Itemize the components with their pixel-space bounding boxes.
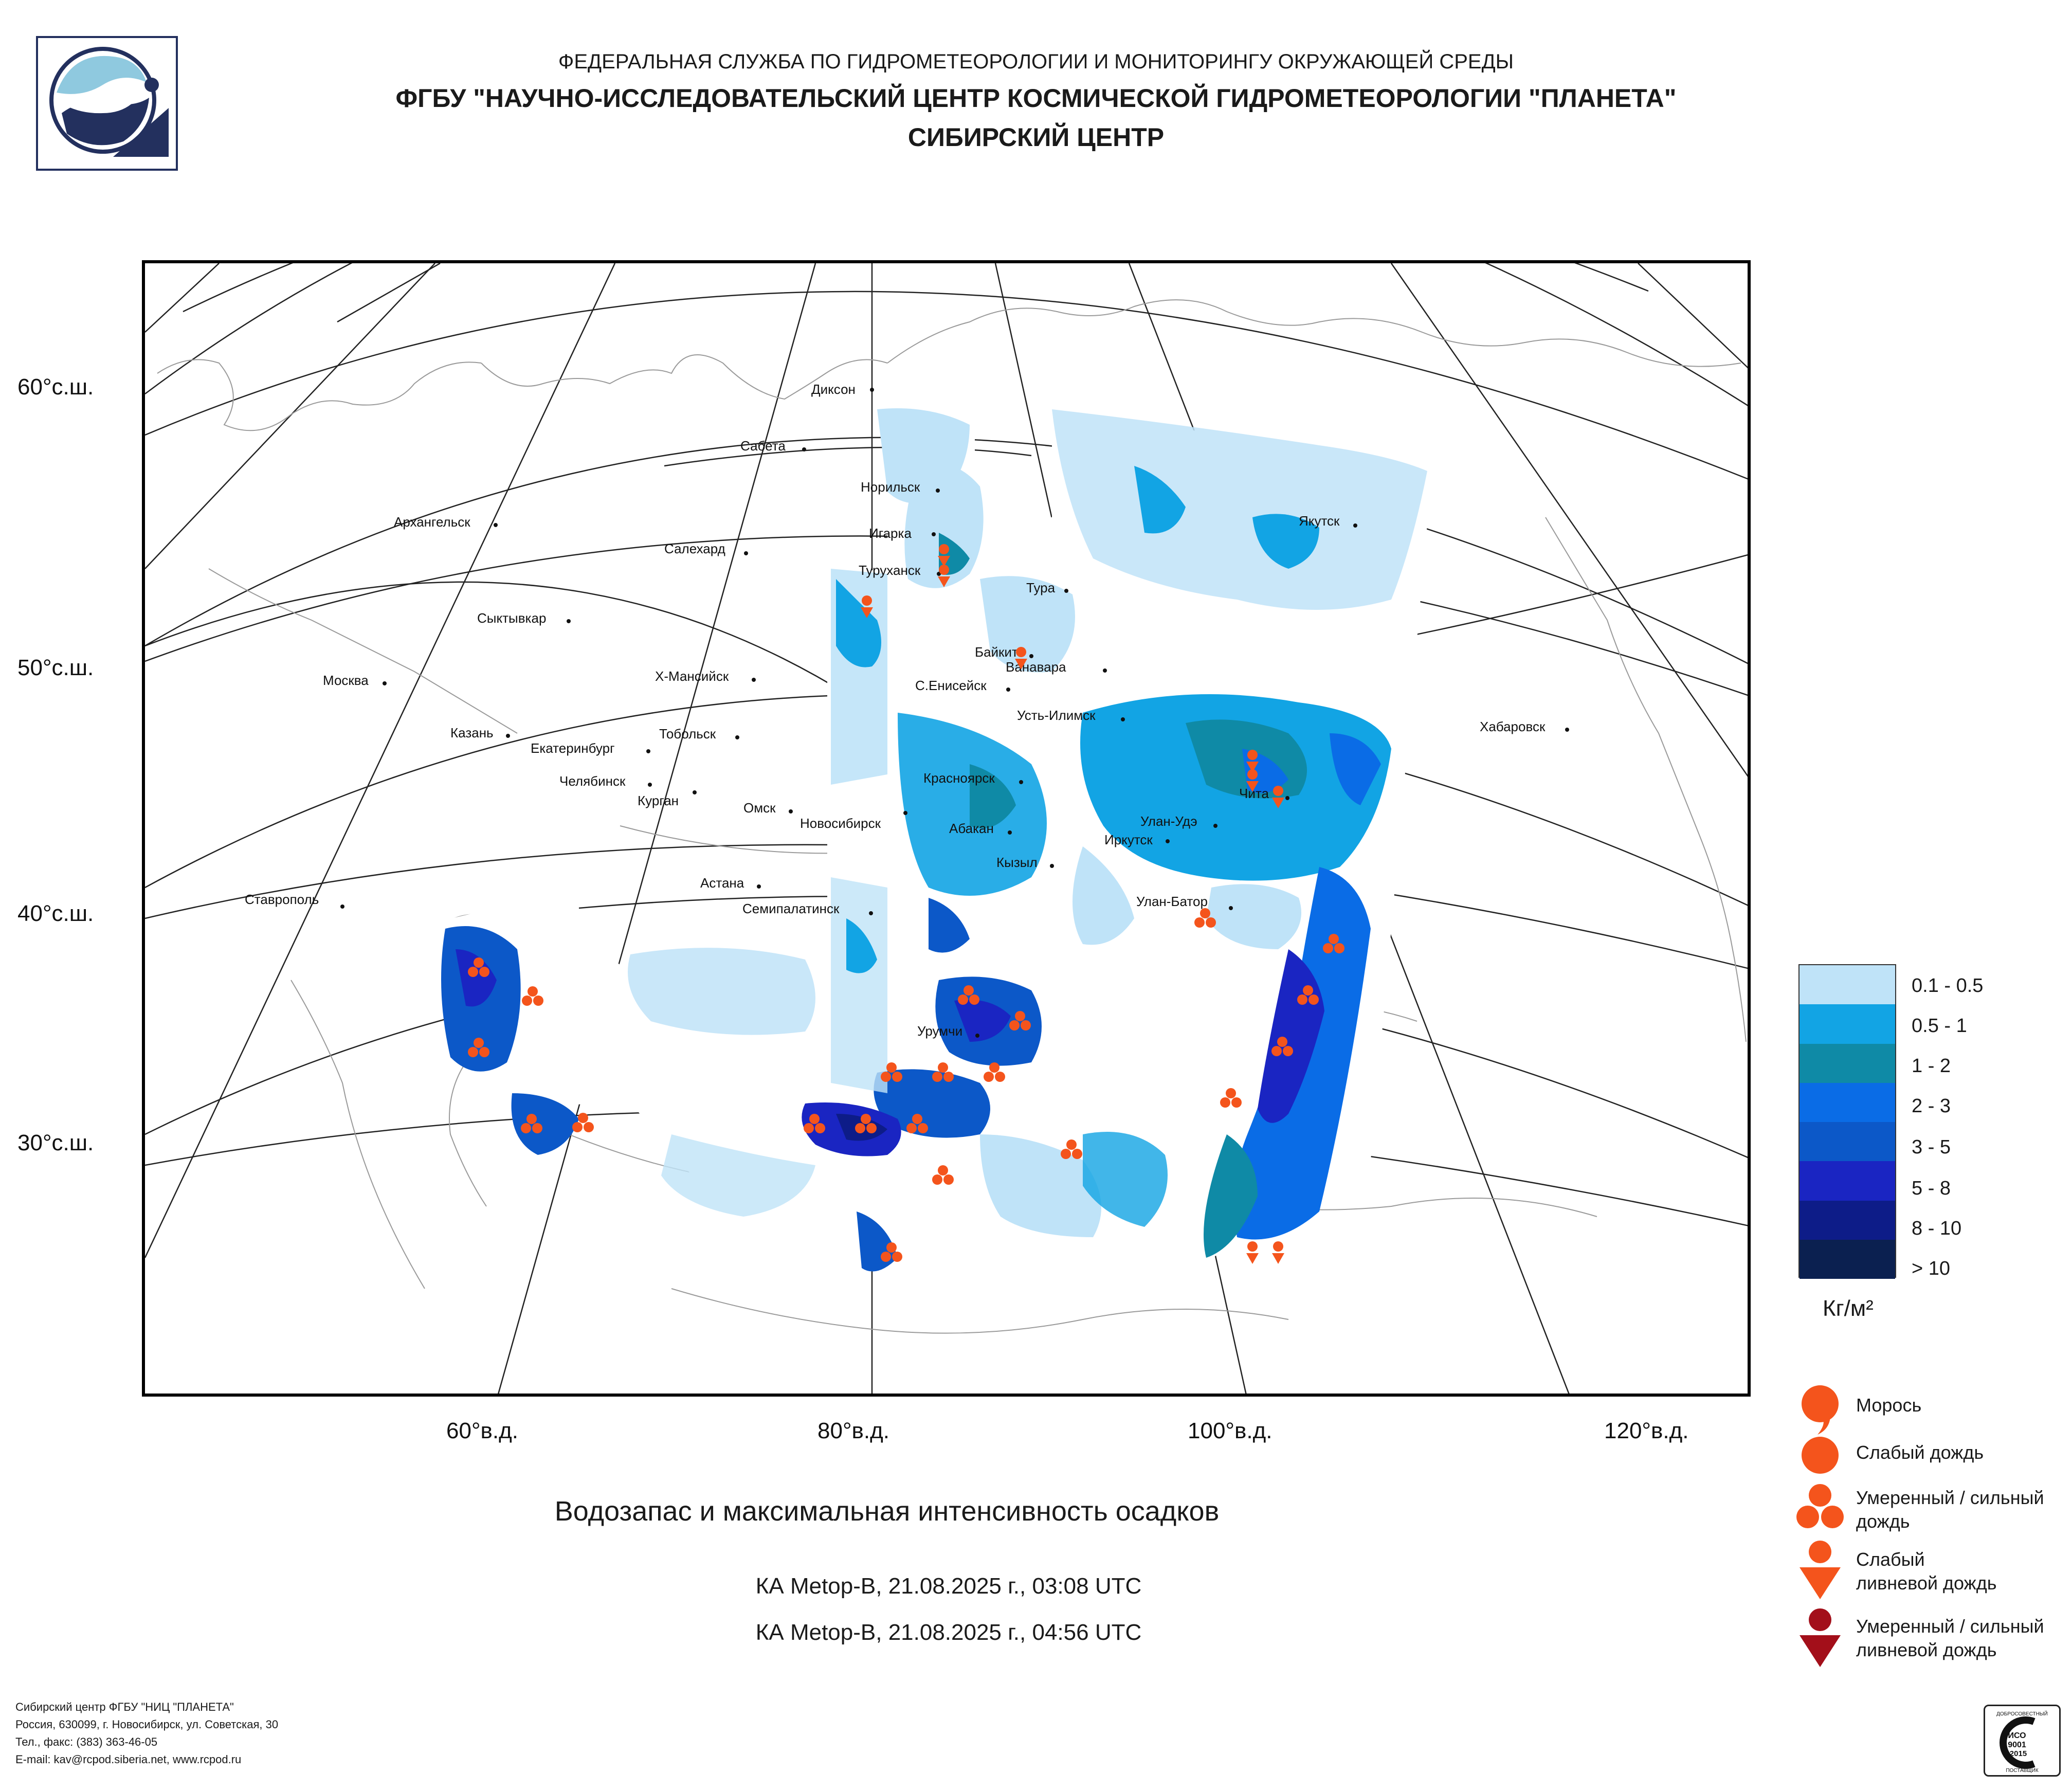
header-agency: ФЕДЕРАЛЬНАЯ СЛУЖБА ПО ГИДРОМЕТЕОРОЛОГИИ … bbox=[558, 50, 1514, 73]
footer-org: Сибирский центр ФГБУ "НИЦ "ПЛАНЕТА" bbox=[15, 1700, 234, 1713]
city-label: Салехард bbox=[664, 541, 725, 556]
city-label: Байкит bbox=[975, 644, 1018, 660]
city-label: Туруханск bbox=[859, 563, 921, 578]
legend-swatch bbox=[1800, 1161, 1895, 1201]
light-shower-label: Слабый ливневой дождь bbox=[1856, 1549, 1997, 1594]
city-label: Красноярск bbox=[923, 770, 995, 786]
light-shower-symbol bbox=[861, 544, 1284, 1264]
lat-label: 40°с.ш. bbox=[17, 901, 94, 926]
drizzle-label: Морось bbox=[1856, 1395, 1922, 1416]
city-label: Челябинск bbox=[559, 773, 626, 789]
badge-iso: ИСО bbox=[2008, 1731, 2026, 1740]
heavy-shower-label: Умеренный / сильный ливневой дождь bbox=[1856, 1616, 2044, 1660]
precip-symbols bbox=[468, 544, 1344, 1264]
city-label: Тобольск bbox=[659, 726, 716, 741]
light-rain-label: Слабый дождь bbox=[1856, 1442, 1984, 1463]
map-title: Водозапас и максимальная интенсивность о… bbox=[554, 1496, 1220, 1527]
header-center: СИБИРСКИЙ ЦЕНТР bbox=[907, 123, 1165, 152]
precip-patches bbox=[441, 408, 1427, 1272]
city-label: Якутск bbox=[1299, 513, 1340, 529]
city-label: Астана bbox=[700, 875, 744, 891]
moderate-rain-label: Умеренный / сильный дождь bbox=[1856, 1487, 2044, 1532]
city-label: Игарка bbox=[869, 526, 912, 541]
legend-swatch bbox=[1800, 965, 1895, 1005]
legend-label: 1 - 2 bbox=[1912, 1055, 1951, 1077]
city-label: Ванавара bbox=[1006, 659, 1066, 675]
city-label: Улан-Батор bbox=[1136, 894, 1208, 909]
drizzle-icon bbox=[1802, 1385, 1839, 1435]
legend-swatch bbox=[1800, 1082, 1895, 1122]
symbol-legend-icons bbox=[1796, 1385, 1844, 1667]
planeta-logo bbox=[36, 36, 178, 171]
city-label: Ставрополь bbox=[245, 892, 319, 907]
badge-number: 9001 bbox=[2008, 1741, 2026, 1749]
city-label: Улан-Удэ bbox=[1140, 813, 1197, 829]
city-label: Казань bbox=[450, 725, 494, 740]
legend-label: 5 - 8 bbox=[1912, 1178, 1951, 1199]
lat-label: 30°с.ш. bbox=[17, 1130, 94, 1155]
moderate-rain-symbol bbox=[468, 908, 1344, 1262]
city-label: Хабаровск bbox=[1480, 719, 1546, 734]
legend-label: 8 - 10 bbox=[1912, 1218, 1962, 1239]
city-label: Сабета bbox=[740, 438, 786, 454]
badge-bottom: ПОСТАВЩИК bbox=[2006, 1768, 2039, 1774]
legend-swatch bbox=[1800, 1200, 1895, 1240]
city-label: Х-Мансийск bbox=[655, 668, 729, 684]
city-label: Кызыл bbox=[996, 855, 1038, 870]
city-markers: Диксон Сабета Норильск Игарка Туруханск … bbox=[245, 382, 1569, 1039]
city-label: Семипалатинск bbox=[742, 901, 840, 916]
light-rain-icon bbox=[1802, 1437, 1839, 1474]
legend-label: 0.1 - 0.5 bbox=[1912, 975, 1984, 997]
legend-swatch bbox=[1800, 1043, 1895, 1083]
footer-email: E-mail: kav@rcpod.siberia.net, www.rcpod… bbox=[15, 1753, 242, 1766]
badge-year: -2015 bbox=[2007, 1749, 2027, 1758]
city-label: Норильск bbox=[861, 479, 920, 495]
city-label: Екатеринбург bbox=[531, 740, 615, 756]
satellite-pass: КА Metop-B, 21.08.2025 г., 04:56 UTC bbox=[755, 1620, 1142, 1645]
city-label: Диксон bbox=[811, 382, 856, 397]
heavy-shower-icon bbox=[1800, 1608, 1841, 1667]
city-label: Абакан bbox=[949, 821, 994, 836]
legend-swatch bbox=[1800, 1239, 1895, 1279]
footer-phone: Тел., факс: (383) 363-46-05 bbox=[15, 1735, 158, 1748]
legend-label: > 10 bbox=[1912, 1258, 1951, 1279]
city-label: Новосибирск bbox=[800, 816, 881, 831]
map-frame: Диксон Сабета Норильск Игарка Туруханск … bbox=[142, 260, 1751, 1397]
footer-address: Россия, 630099, г. Новосибирск, ул. Сове… bbox=[15, 1718, 279, 1731]
lat-label: 50°с.ш. bbox=[17, 655, 94, 680]
moderate-rain-icon bbox=[1796, 1484, 1844, 1528]
city-label: Иркутск bbox=[1104, 832, 1153, 847]
light-shower-icon bbox=[1800, 1541, 1841, 1599]
city-label: Тура bbox=[1026, 580, 1056, 595]
city-label: Москва bbox=[323, 673, 369, 688]
city-label: Усть-Илимск bbox=[1017, 708, 1096, 723]
map-canvas: Диксон Сабета Норильск Игарка Туруханск … bbox=[145, 263, 1748, 1394]
legend-label: 2 - 3 bbox=[1912, 1095, 1951, 1117]
city-label: С.Енисейск bbox=[915, 678, 987, 693]
legend-unit: Кг/м² bbox=[1823, 1296, 1874, 1321]
city-label: Урумчи bbox=[917, 1023, 962, 1039]
city-label: Архангельск bbox=[394, 514, 470, 530]
legend-label: 0.5 - 1 bbox=[1912, 1015, 1967, 1037]
lon-label: 120°в.д. bbox=[1604, 1418, 1689, 1443]
legend-label: 3 - 5 bbox=[1912, 1136, 1951, 1158]
water-content-legend bbox=[1798, 964, 1896, 1279]
header-organization: ФГБУ "НАУЧНО-ИССЛЕДОВАТЕЛЬСКИЙ ЦЕНТР КОС… bbox=[395, 84, 1677, 113]
legend-swatch bbox=[1800, 1004, 1895, 1044]
lat-label: 60°с.ш. bbox=[17, 374, 94, 400]
lon-label: 80°в.д. bbox=[817, 1418, 890, 1443]
legend-swatch bbox=[1800, 1122, 1895, 1162]
lon-label: 60°в.д. bbox=[446, 1418, 519, 1443]
lon-label: 100°в.д. bbox=[1188, 1418, 1273, 1443]
iso-badge: ДОБРОСОВЕСТНЫЙ ИСО 9001 -2015 ПОСТАВЩИК bbox=[1984, 1705, 2061, 1777]
city-label: Омск bbox=[743, 800, 776, 816]
city-label: Сыктывкар bbox=[477, 610, 546, 626]
satellite-pass: КА Metop-B, 21.08.2025 г., 03:08 UTC bbox=[755, 1573, 1142, 1599]
badge-top: ДОБРОСОВЕСТНЫЙ bbox=[1996, 1710, 2048, 1717]
city-label: Курган bbox=[638, 793, 679, 808]
